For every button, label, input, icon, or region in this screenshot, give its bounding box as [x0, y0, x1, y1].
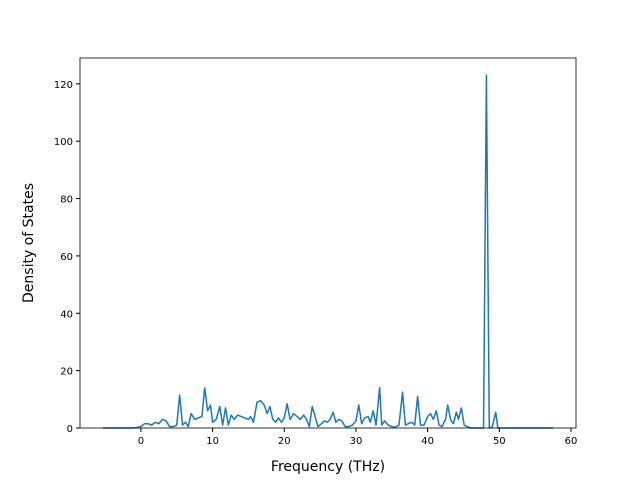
- x-tick-label: 30: [350, 436, 363, 447]
- x-tick-label: 60: [565, 436, 578, 447]
- x-tick-label: 0: [138, 436, 144, 447]
- x-axis-label: Frequency (THz): [271, 459, 385, 475]
- y-tick-label: 80: [60, 195, 73, 206]
- x-tick-label: 20: [278, 436, 291, 447]
- y-tick-label: 40: [60, 309, 73, 320]
- y-axis-label: Density of States: [21, 183, 37, 303]
- x-tick-label: 10: [206, 436, 219, 447]
- x-tick-label: 50: [493, 436, 506, 447]
- x-tick-label: 40: [421, 436, 434, 447]
- y-tick-label: 60: [60, 252, 73, 263]
- y-tick-label: 120: [54, 80, 73, 91]
- y-tick-label: 20: [60, 367, 73, 378]
- data-line: [102, 74, 554, 429]
- y-tick-label: 0: [67, 424, 73, 435]
- plot-frame: [79, 57, 577, 429]
- y-tick-label: 100: [54, 137, 73, 148]
